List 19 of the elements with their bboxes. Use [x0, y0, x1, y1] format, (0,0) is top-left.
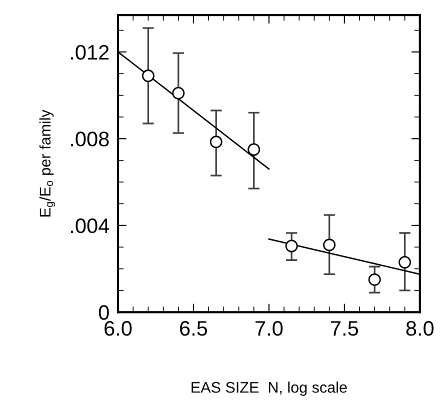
y-axis-title: E$_{g}$/E$_{o}$ per family	[39, 110, 56, 216]
point	[210, 136, 222, 148]
x-tick-label: 6.5	[180, 321, 208, 336]
y-tick-label: .004	[71, 218, 110, 234]
y-tick-label: .012	[71, 44, 109, 60]
point	[368, 273, 381, 286]
x-tick-label: 8.0	[406, 321, 434, 336]
y-tick-label: 0	[98, 305, 109, 320]
point	[172, 86, 185, 100]
point	[248, 143, 260, 156]
x-tick-label: 6.0	[104, 321, 132, 336]
point	[285, 240, 298, 252]
point	[398, 256, 412, 269]
x-tick-label: 7.5	[331, 321, 358, 336]
y-tick-label: .008	[71, 132, 109, 146]
point	[142, 70, 154, 82]
x-axis-title: EAS SIZE N, log scale	[192, 382, 347, 396]
x-tick-label: 7.0	[256, 321, 283, 336]
point	[323, 238, 336, 252]
